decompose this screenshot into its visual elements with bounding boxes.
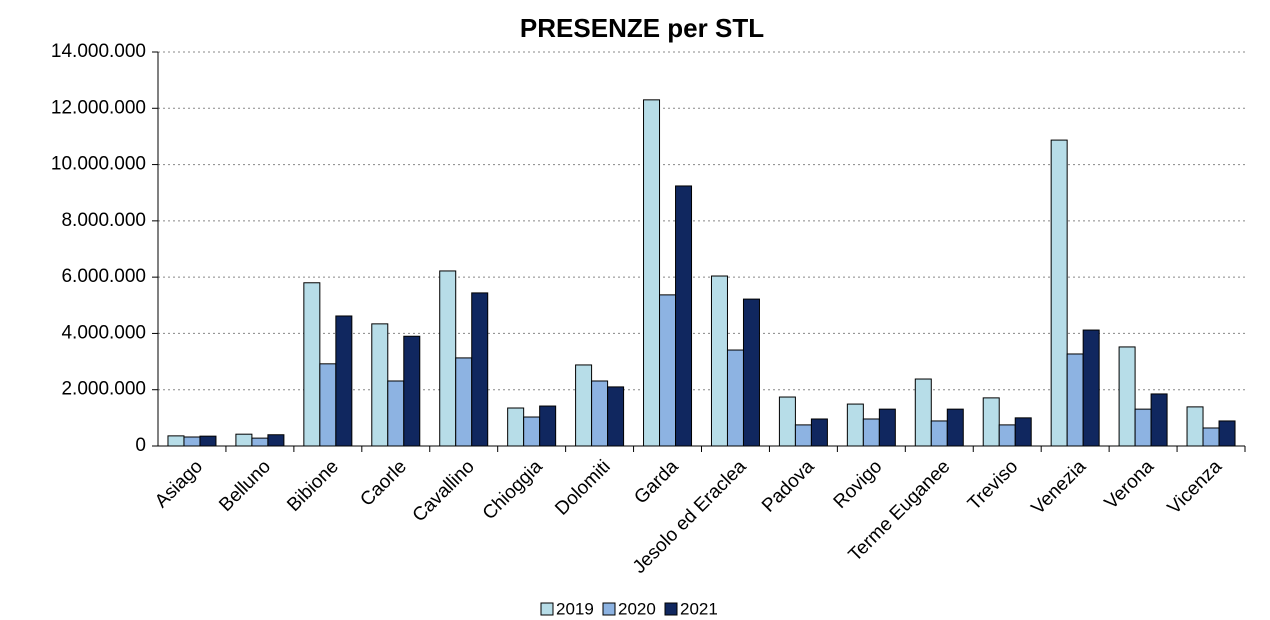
bar xyxy=(575,364,593,447)
bar xyxy=(167,435,185,447)
x-tick-label: Garda xyxy=(630,456,682,508)
bar xyxy=(455,357,473,447)
y-tick-label: 4.000.000 xyxy=(61,322,146,343)
bar xyxy=(235,433,253,447)
bar xyxy=(403,335,421,447)
legend-swatch xyxy=(540,602,554,616)
bar xyxy=(810,418,828,447)
x-tick-label: Dolomiti xyxy=(551,456,614,519)
bar xyxy=(607,386,625,447)
chart-title: PRESENZE per STL xyxy=(520,13,764,43)
legend-swatch xyxy=(602,602,616,616)
legend-label: 2019 xyxy=(556,599,594,618)
bar xyxy=(371,323,389,447)
bar xyxy=(319,363,337,447)
bar xyxy=(507,407,525,447)
x-tick-label: Padova xyxy=(758,456,819,517)
bar xyxy=(878,408,896,447)
bar xyxy=(778,396,796,447)
y-tick-label: 0 xyxy=(135,435,146,456)
x-tick-label: Cavallino xyxy=(409,456,479,526)
bar xyxy=(914,378,932,447)
bar xyxy=(183,436,201,447)
bar xyxy=(742,298,760,447)
bar xyxy=(659,294,677,447)
bar xyxy=(199,435,217,447)
bar xyxy=(591,380,609,447)
bar xyxy=(1186,406,1204,447)
bar xyxy=(1218,420,1236,447)
bar xyxy=(1082,329,1100,447)
bar xyxy=(1150,393,1168,447)
bar xyxy=(439,270,457,447)
legend-label: 2021 xyxy=(680,599,718,618)
legend-swatch xyxy=(664,602,678,616)
y-tick-label: 12.000.000 xyxy=(51,97,146,118)
bar xyxy=(335,315,353,447)
x-tick-label: Caorle xyxy=(356,456,410,510)
bar xyxy=(982,397,1000,447)
bar xyxy=(1202,427,1220,447)
bar xyxy=(1118,346,1136,447)
y-tick-label: 2.000.000 xyxy=(61,379,146,400)
y-tick-label: 6.000.000 xyxy=(61,266,146,287)
bar xyxy=(862,418,880,447)
bar xyxy=(998,424,1016,447)
x-tick-label: Rovigo xyxy=(830,456,887,513)
x-tick-label: Jesolo ed Eraclea xyxy=(629,456,751,578)
legend-label: 2020 xyxy=(618,599,656,618)
bar xyxy=(1134,408,1152,447)
x-tick-label: Treviso xyxy=(964,456,1022,514)
bar xyxy=(643,99,661,447)
bar xyxy=(930,420,948,447)
bar xyxy=(251,437,269,447)
bar xyxy=(539,405,557,447)
bar xyxy=(726,349,744,447)
bar xyxy=(946,408,964,447)
x-tick-label: Bibione xyxy=(283,456,343,516)
x-tick-label: Asiago xyxy=(151,456,207,512)
bar xyxy=(675,185,693,447)
bar xyxy=(267,434,285,447)
bar xyxy=(1050,139,1068,447)
bar xyxy=(846,403,864,447)
x-tick-label: Vicenza xyxy=(1164,456,1227,519)
y-tick-label: 10.000.000 xyxy=(51,154,146,175)
y-tick-label: 14.000.000 xyxy=(51,41,146,62)
bar xyxy=(710,275,728,447)
y-tick-label: 8.000.000 xyxy=(61,210,146,231)
bar xyxy=(1066,353,1084,447)
x-tick-label: Verona xyxy=(1101,456,1159,514)
bar xyxy=(387,380,405,447)
bar xyxy=(523,416,541,447)
bar xyxy=(1014,417,1032,447)
x-tick-label: Belluno xyxy=(215,456,275,516)
bar xyxy=(303,282,321,447)
bar xyxy=(471,292,489,447)
x-tick-label: Venezia xyxy=(1028,456,1091,519)
x-tick-label: Chioggia xyxy=(479,456,547,524)
bar xyxy=(794,424,812,447)
